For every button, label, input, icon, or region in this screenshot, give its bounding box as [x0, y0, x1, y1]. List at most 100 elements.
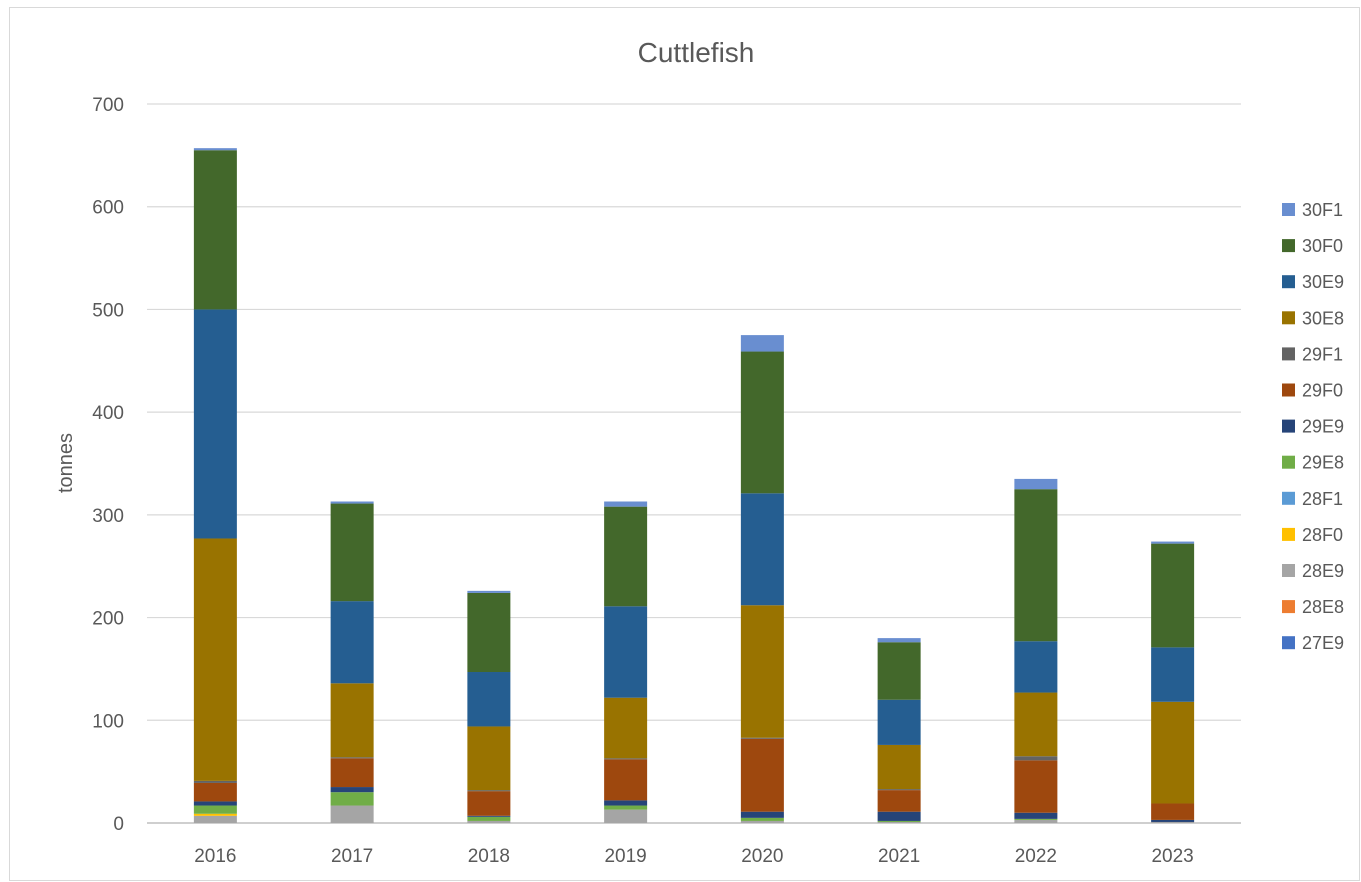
legend-swatch — [1282, 383, 1295, 397]
y-tick-label: 500 — [92, 300, 124, 321]
bar-stack-2020 — [740, 335, 784, 823]
legend-label: 29F0 — [1302, 381, 1343, 401]
bar-segment-28E9 — [1151, 821, 1195, 823]
bar-segment-30E9 — [330, 601, 374, 684]
legend-swatch — [1282, 564, 1295, 577]
legend-label: 29E9 — [1302, 417, 1344, 437]
bar-segment-29F1 — [193, 780, 237, 783]
bar-segment-29F1 — [1014, 756, 1058, 761]
legend-item-28F0: 28F0 — [1282, 525, 1343, 545]
legend-label: 30F0 — [1302, 236, 1343, 256]
bar-stack-2022 — [1014, 478, 1058, 823]
bar-segment-30F0 — [877, 642, 921, 700]
legend-swatch — [1282, 275, 1295, 289]
legend-swatch — [1282, 455, 1295, 469]
legend-swatch — [1282, 203, 1295, 216]
legend-item-28F1: 28F1 — [1282, 489, 1343, 509]
legend-label: 30F1 — [1302, 200, 1343, 220]
y-tick-label: 100 — [92, 711, 124, 732]
bar-segment-30E8 — [467, 726, 511, 791]
bar-segment-30F1 — [740, 335, 784, 352]
bar-segment-28E9 — [740, 820, 784, 823]
bar-segment-29E8 — [1014, 818, 1058, 820]
legend-item-30E9: 30E9 — [1282, 272, 1344, 292]
bar-segment-28E9 — [467, 820, 511, 823]
bar-segment-30E9 — [877, 699, 921, 745]
x-tick-label: 2023 — [1151, 846, 1193, 867]
legend-swatch — [1282, 636, 1295, 650]
legend-label: 29F1 — [1302, 344, 1343, 364]
chart-title: Cuttlefish — [638, 37, 755, 68]
legend-item-29F1: 29F1 — [1282, 344, 1343, 364]
bar-segment-29F0 — [330, 758, 374, 788]
bar-segment-30F0 — [1014, 489, 1058, 642]
bar-segment-30E8 — [330, 683, 374, 758]
bar-segment-29F0 — [1151, 803, 1195, 820]
x-tick-label: 2020 — [741, 846, 783, 867]
bar-segment-30E9 — [1151, 647, 1195, 702]
bar-segment-29E8 — [330, 792, 374, 806]
y-tick-label: 200 — [92, 609, 124, 630]
bar-segment-30E9 — [193, 309, 237, 539]
legend-swatch — [1282, 239, 1295, 253]
legend: 30F1 30F0 30E9 30E8 29F1 29F0 29E9 29E8 28F1 28F0… — [1282, 200, 1344, 653]
bar-segment-30E8 — [604, 697, 648, 759]
bar-segment-29E9 — [604, 800, 648, 806]
legend-label: 27E9 — [1302, 633, 1344, 653]
bar-segment-30E8 — [740, 605, 784, 738]
bar-segment-30F0 — [604, 506, 648, 607]
legend-item-27E9: 27E9 — [1282, 633, 1344, 653]
x-tick-label: 2016 — [194, 846, 236, 867]
bar-segment-29F1 — [877, 789, 921, 791]
bar-segment-29E9 — [467, 815, 511, 817]
legend-label: 30E8 — [1302, 308, 1344, 328]
bar-segment-29E9 — [1151, 819, 1195, 822]
bar-segment-29F0 — [193, 782, 237, 802]
legend-item-28E8: 28E8 — [1282, 597, 1344, 617]
bar-segment-30E8 — [1151, 701, 1195, 804]
bar-segment-29F1 — [330, 757, 374, 759]
legend-swatch — [1282, 600, 1295, 614]
bar-segment-29F0 — [1014, 760, 1058, 813]
x-tick-label: 2017 — [331, 846, 373, 867]
bar-segment-30F1 — [877, 638, 921, 643]
bar-stacks — [193, 148, 1195, 823]
bar-stack-2017 — [330, 501, 374, 823]
legend-label: 28E8 — [1302, 597, 1344, 617]
bar-segment-29E8 — [193, 805, 237, 814]
legend-item-29E8: 29E8 — [1282, 453, 1344, 473]
bar-segment-28E9 — [330, 805, 374, 823]
bar-segment-28E9 — [193, 815, 237, 823]
bar-segment-30E9 — [740, 493, 784, 606]
x-tick-label: 2019 — [604, 846, 646, 867]
bar-stack-2021 — [877, 638, 921, 823]
x-tick-labels: 2016 2017 2018 2019 2020 2021 2022 2023 — [194, 846, 1194, 867]
bar-segment-29E9 — [330, 787, 374, 793]
legend-label: 28E9 — [1302, 561, 1344, 581]
y-tick-labels: 0 100 200 300 400 500 600 700 — [92, 95, 124, 835]
bar-stack-2019 — [604, 501, 648, 823]
legend-item-29F0: 29F0 — [1282, 381, 1343, 401]
legend-item-28E9: 28E9 — [1282, 561, 1344, 581]
x-tick-label: 2018 — [468, 846, 510, 867]
legend-swatch — [1282, 527, 1295, 541]
bar-segment-28E9 — [877, 821, 921, 823]
bar-segment-28F0 — [193, 813, 237, 816]
bar-stack-2023 — [1151, 541, 1195, 823]
legend-swatch — [1282, 419, 1295, 433]
bar-segment-30E9 — [467, 672, 511, 727]
bar-segment-29E9 — [740, 811, 784, 818]
y-tick-label: 300 — [92, 506, 124, 527]
legend-swatch — [1282, 311, 1295, 325]
y-tick-label: 400 — [92, 403, 124, 424]
bar-segment-29F0 — [740, 738, 784, 812]
bar-segment-29E8 — [604, 805, 648, 810]
bar-segment-30E8 — [1014, 692, 1058, 757]
bar-segment-30F0 — [740, 351, 784, 494]
bar-segment-30F0 — [467, 592, 511, 673]
bar-segment-29F0 — [467, 791, 511, 816]
bar-segment-29E8 — [740, 817, 784, 821]
legend-swatch — [1282, 491, 1295, 505]
legend-label: 29E8 — [1302, 453, 1344, 473]
